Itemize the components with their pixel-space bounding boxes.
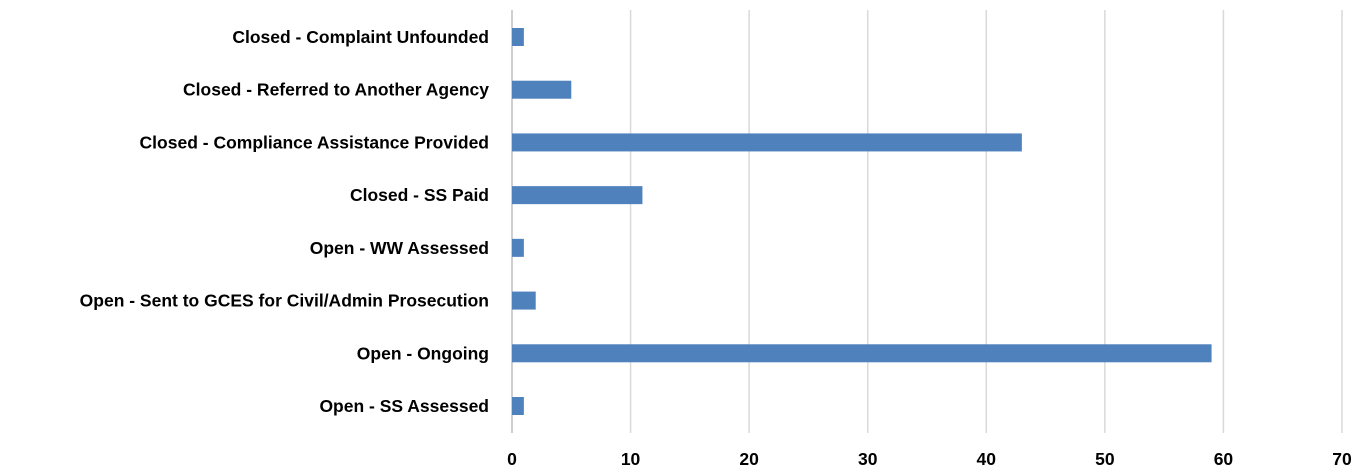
category-label-5: Open - WW Assessed	[310, 238, 489, 258]
bar-7	[512, 344, 1212, 363]
category-label-4: Closed - SS Paid	[350, 185, 489, 205]
category-labels: Closed - Complaint Unfounded Closed - Ref…	[80, 27, 490, 416]
category-label-1: Closed - Complaint Unfounded	[232, 27, 489, 47]
x-tick-label-0: 0	[507, 449, 517, 469]
x-tick-label-40: 40	[977, 449, 997, 469]
x-tick-label-50: 50	[1095, 449, 1115, 469]
category-label-6: Open - Sent to GCES for Civil/Admin Pros…	[80, 291, 489, 311]
bar-6	[512, 291, 536, 310]
bar-4	[512, 186, 643, 205]
x-axis-tick-labels: 0 10 20 30 40 50 60 70	[507, 449, 1352, 469]
bar-8	[512, 397, 524, 415]
category-label-2: Closed - Referred to Another Agency	[183, 80, 489, 100]
x-tick-label-20: 20	[739, 449, 759, 469]
bar-5	[512, 238, 524, 257]
bar-2	[512, 80, 572, 99]
x-tick-label-30: 30	[858, 449, 878, 469]
category-label-3: Closed - Compliance Assistance Provided	[140, 132, 489, 152]
category-label-7: Open - Ongoing	[357, 343, 489, 363]
x-tick-label-60: 60	[1214, 449, 1234, 469]
gridlines	[511, 10, 1343, 433]
category-label-8: Open - SS Assessed	[319, 396, 489, 416]
x-tick-label-10: 10	[621, 449, 641, 469]
x-tick-label-70: 70	[1332, 449, 1352, 469]
bar-1	[512, 28, 524, 46]
bars	[512, 28, 1212, 415]
bar-3	[512, 133, 1022, 152]
